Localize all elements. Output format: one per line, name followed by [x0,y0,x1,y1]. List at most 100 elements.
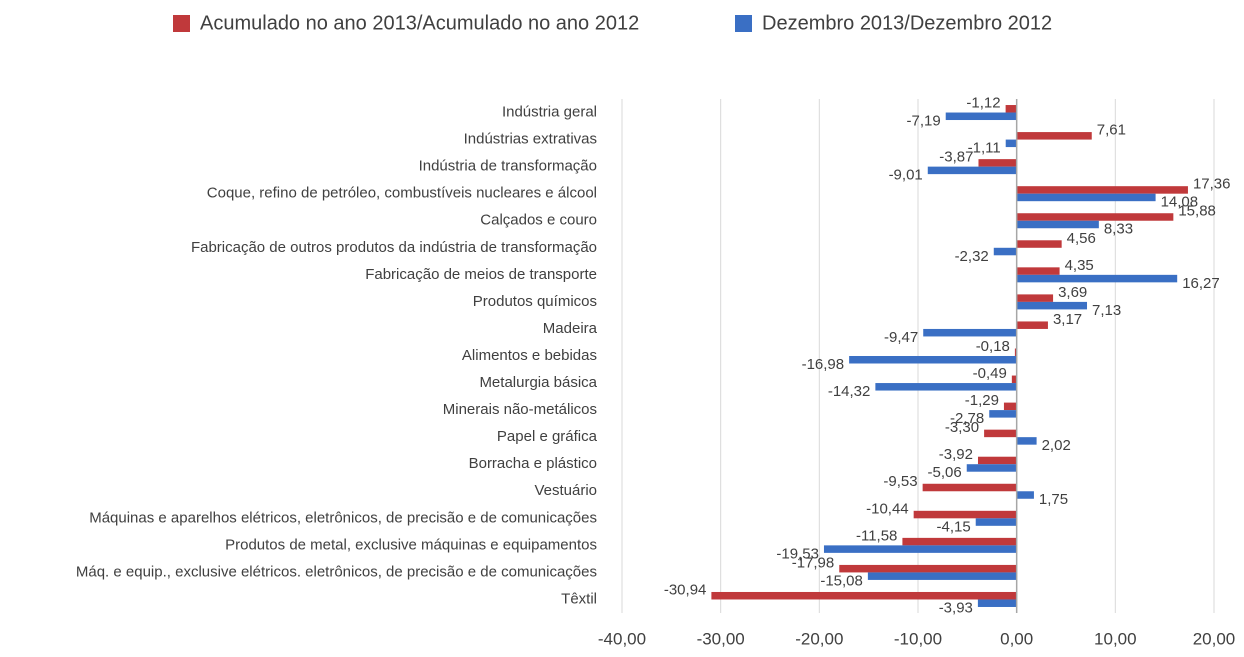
x-tick-label: 20,00 [1193,629,1236,648]
bar [1016,132,1092,140]
value-label: -2,78 [950,410,984,427]
value-label: -14,32 [828,383,871,400]
bar [1016,491,1034,499]
bar [1014,348,1017,356]
category-label: Calçados e couro [480,212,597,229]
value-label: -3,87 [939,149,973,166]
bar [1016,240,1062,248]
bar [989,410,1017,418]
value-label: 7,13 [1092,302,1121,319]
value-label: 2,02 [1042,437,1071,454]
bar [945,112,1017,121]
legend-swatch [173,15,190,32]
bar [1011,375,1017,384]
bar [839,564,1017,573]
value-label: -1,12 [966,94,1000,111]
bar [823,545,1017,553]
bar [977,456,1017,465]
category-label: Têxtil [561,590,597,607]
category-label: Indústria de transformação [419,158,597,175]
category-label: Borracha e plástico [469,455,597,472]
category-label: Produtos químicos [473,293,597,310]
category-label: Indústrias extrativas [464,131,597,148]
bar [922,483,1017,492]
category-label: Coque, refino de petróleo, combustíveis … [207,185,597,202]
bar [1016,294,1054,302]
legend-label: Acumulado no ano 2013/Acumulado no ano 2… [200,12,639,34]
bar [1016,274,1178,283]
category-label: Madeira [543,320,598,337]
bar [849,356,1017,364]
bar [923,328,1017,337]
value-label: -10,44 [866,500,909,517]
value-label: -1,11 [968,140,1001,157]
x-tick-label: -20,00 [795,629,843,648]
bar [1003,402,1017,411]
value-label: -11,58 [856,527,897,544]
bar [1016,213,1174,221]
value-label: 8,33 [1104,221,1133,238]
bar [984,429,1017,438]
x-tick-label: -30,00 [697,629,745,648]
value-label: -17,98 [792,554,835,571]
x-tick-label: -10,00 [894,629,942,648]
bar [1016,220,1099,229]
x-tick-label: -40,00 [598,629,646,648]
value-label: 4,35 [1065,257,1094,274]
value-label: 15,88 [1178,203,1216,220]
value-label: -0,49 [973,365,1007,382]
bar [913,510,1017,519]
category-label: Papel e gráfica [497,428,598,445]
value-label: 14,08 [1161,194,1199,211]
category-label: Fabricação de outros produtos da indústr… [191,239,597,256]
value-label: -19,53 [776,545,819,562]
bar [1016,193,1156,202]
bar [966,464,1017,472]
value-label: -9,53 [883,473,917,490]
category-label: Produtos de metal, exclusive máquinas e … [225,536,597,553]
category-label: Metalurgia básica [479,374,597,391]
x-tick-label: 10,00 [1094,629,1137,648]
value-label: 17,36 [1193,176,1231,193]
legend-label: Dezembro 2013/Dezembro 2012 [762,12,1052,34]
category-label: Máq. e equip., exclusive elétricos. elet… [76,563,597,580]
value-label: 1,75 [1039,491,1068,508]
bar [1016,437,1037,445]
bar [1005,105,1017,113]
bar [902,537,1017,546]
value-label: -3,30 [945,419,979,436]
value-label: -5,06 [928,464,962,481]
value-label: -4,15 [937,518,971,535]
bar [875,383,1017,391]
bar [993,247,1017,256]
value-label: 7,61 [1097,122,1126,139]
x-tick-label: 0,00 [1000,629,1033,648]
value-label: 3,17 [1053,311,1082,328]
bar [711,591,1017,600]
value-label: -9,01 [889,167,923,184]
value-label: 16,27 [1182,275,1220,292]
category-label: Alimentos e bebidas [462,347,597,364]
value-label: -2,32 [955,248,989,265]
category-label: Vestuário [534,482,597,499]
bar [1016,301,1088,310]
value-label: -16,98 [802,356,845,373]
value-label: -3,93 [939,599,973,616]
value-label: -3,92 [939,446,973,463]
value-label: -7,19 [907,112,941,129]
bar [867,572,1017,580]
category-label: Máquinas e aparelhos elétricos, eletrôni… [89,509,597,526]
bar [975,518,1017,526]
bar [977,599,1017,607]
legend-swatch [735,15,752,32]
bar [1005,139,1017,148]
value-label: -30,94 [664,581,707,598]
value-label: -0,18 [976,338,1010,355]
value-label: -1,29 [965,392,999,409]
bar [1016,321,1048,329]
bar [927,166,1017,175]
category-label: Fabricação de meios de transporte [365,266,597,283]
category-label: Indústria geral [502,103,597,120]
